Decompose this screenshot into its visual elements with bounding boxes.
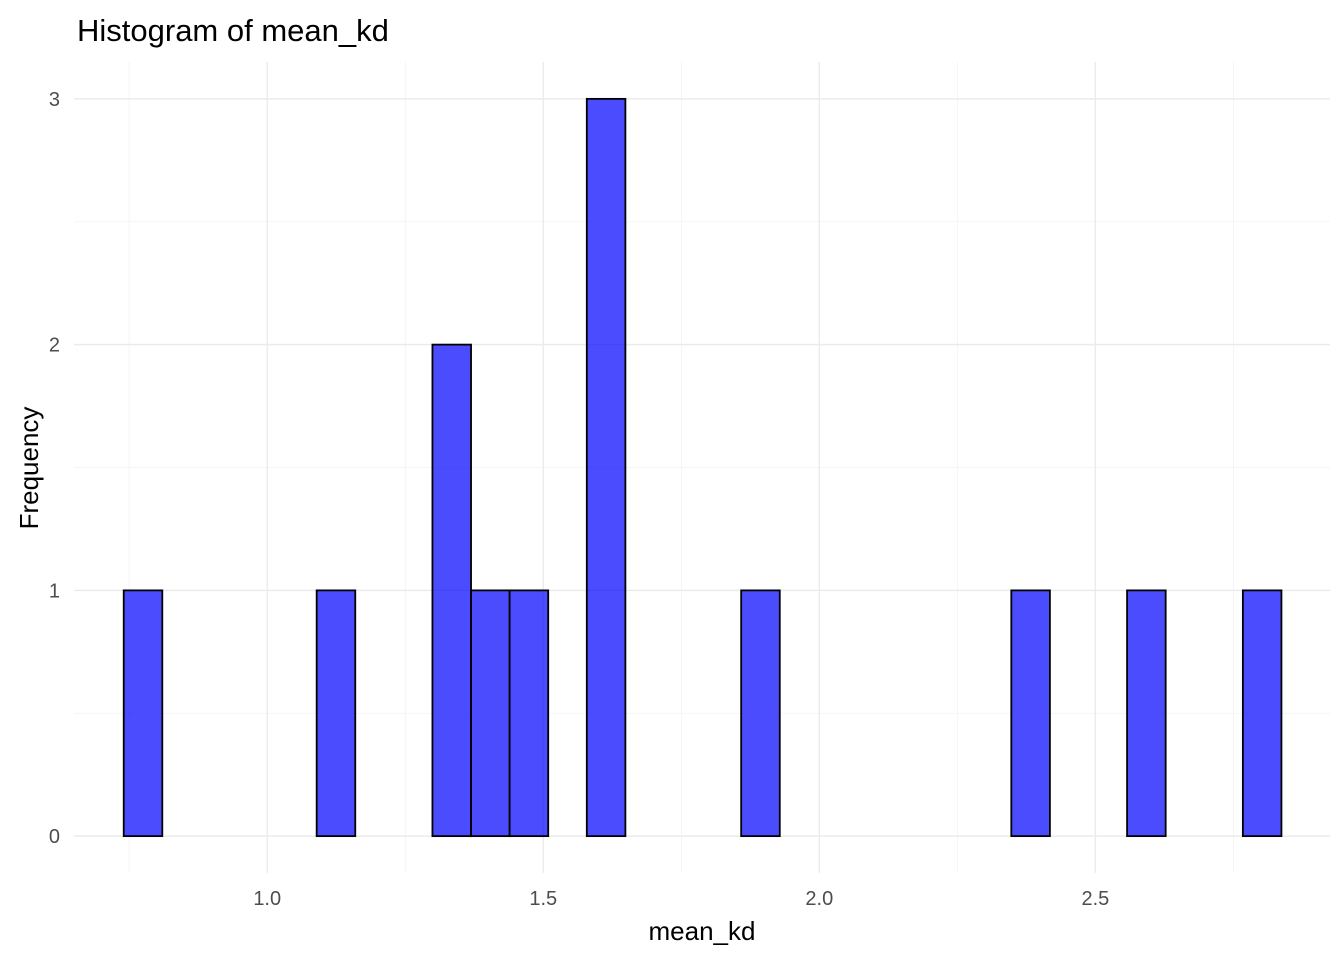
y-tick-label: 2 — [49, 335, 60, 357]
histogram-bar — [1241, 589, 1283, 838]
x-tick-label: 2.0 — [805, 888, 833, 910]
tick-labels: 1.0 1.5 2.0 2.5 0 1 2 3 — [49, 89, 1109, 910]
histogram-bar — [1126, 589, 1167, 838]
x-tick-label: 1.5 — [529, 888, 557, 910]
histogram-bar — [585, 97, 627, 838]
histogram-bar — [1010, 589, 1051, 838]
chart-title: Histogram of mean_kd — [77, 13, 389, 48]
histogram-bar — [315, 589, 357, 838]
histogram-bar — [122, 589, 164, 838]
histogram-bars — [122, 97, 1283, 838]
histogram-bar — [470, 589, 511, 838]
x-tick-label: 2.5 — [1081, 888, 1109, 910]
y-tick-label: 1 — [49, 580, 60, 602]
histogram-bar — [431, 343, 472, 838]
y-tick-label: 3 — [49, 89, 60, 111]
histogram-bar — [740, 589, 781, 838]
y-axis-title: Frequency — [14, 407, 44, 530]
x-axis-title: mean_kd — [649, 916, 756, 946]
y-tick-label: 0 — [49, 826, 60, 848]
x-tick-label: 1.0 — [253, 888, 281, 910]
grid-lines — [74, 62, 1330, 873]
histogram-bar — [508, 589, 550, 838]
